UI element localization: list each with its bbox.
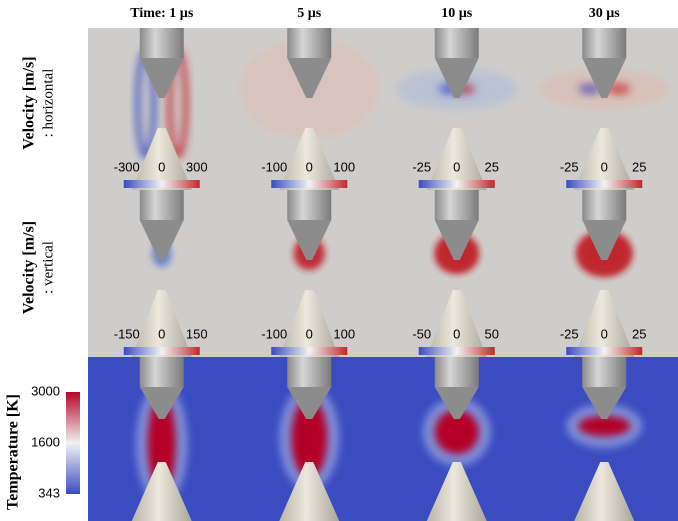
colorbar [419, 180, 495, 188]
colorbar-label: 25 [632, 326, 646, 341]
nozzle-body [287, 357, 331, 387]
row-sublabel: : horizontal [40, 69, 56, 138]
colorbar-label: 0 [158, 326, 165, 341]
colorbar-label: 0 [306, 159, 313, 174]
panel: -100 0 100 [236, 190, 384, 357]
colorbar [124, 180, 200, 188]
nozzle-body [140, 28, 184, 58]
colorbar-label: 0 [306, 326, 313, 341]
colorbar [66, 392, 80, 494]
nozzle-body [435, 190, 479, 220]
colorbar-label: -25 [560, 159, 579, 174]
colorbar-label: -50 [412, 326, 431, 341]
colorbar [271, 180, 347, 188]
panel [531, 357, 678, 521]
colorbar [566, 180, 642, 188]
colorbar [271, 347, 347, 355]
column-title: 30 µs [589, 6, 621, 21]
panel: -100 0 100 [236, 28, 384, 190]
panel: -50 0 50 [383, 190, 531, 357]
colorbar-label: 0 [601, 159, 608, 174]
nozzle-body [582, 357, 626, 387]
row-label: Temperature [K] [5, 394, 22, 510]
colorbar-label: -25 [412, 159, 431, 174]
row-sublabel: : vertical [40, 241, 56, 294]
colorbar-label: 50 [485, 326, 499, 341]
panel: -25 0 25 [531, 28, 678, 190]
colorbar-label: 343 [38, 485, 60, 500]
panel [88, 357, 236, 521]
colorbar-label: 150 [186, 326, 208, 341]
colorbar-label: 0 [453, 326, 460, 341]
colorbar-label: -300 [114, 159, 140, 174]
colorbar-label: 25 [632, 159, 646, 174]
colorbar-label: 0 [158, 159, 165, 174]
column-title: 10 µs [441, 6, 473, 21]
colorbar-label: 100 [333, 326, 355, 341]
nozzle-body [582, 190, 626, 220]
panel: -25 0 25 [531, 190, 678, 357]
panel: -150 0 150 [88, 190, 236, 357]
column-title: 5 µs [297, 6, 322, 21]
colorbar-label: -150 [114, 326, 140, 341]
panel [383, 357, 531, 521]
column-title: Time: 1 µs [130, 6, 194, 21]
colorbar-label: 0 [601, 326, 608, 341]
colorbar [419, 347, 495, 355]
colorbar-label: -100 [261, 159, 287, 174]
nozzle-body [287, 28, 331, 58]
nozzle-body [140, 357, 184, 387]
panel: -300 0 300 [88, 28, 236, 190]
colorbar-label: -100 [261, 326, 287, 341]
nozzle-body [582, 28, 626, 58]
colorbar [124, 347, 200, 355]
colorbar-label: 100 [333, 159, 355, 174]
nozzle-body [140, 190, 184, 220]
nozzle-body [435, 357, 479, 387]
nozzle-body [435, 28, 479, 58]
colorbar-label: 300 [186, 159, 208, 174]
panel: -25 0 25 [383, 28, 531, 190]
colorbar-label: 25 [485, 159, 499, 174]
colorbar-label: 3000 [31, 383, 60, 398]
figure: -300 0 300 -100 0 100 -25 0 25 -25 0 25 -150 0 150 -100… [0, 0, 678, 521]
nozzle-body [287, 190, 331, 220]
row-label: Velocity [m/s] [21, 221, 38, 314]
row-label: Velocity [m/s] [21, 56, 38, 149]
panel [236, 357, 384, 521]
colorbar-label: 1600 [31, 434, 60, 449]
colorbar-label: -25 [560, 326, 579, 341]
panels: -300 0 300 -100 0 100 -25 0 25 -25 0 25 -150 0 150 -100… [88, 28, 678, 521]
colorbar-label: 0 [453, 159, 460, 174]
colorbar [566, 347, 642, 355]
